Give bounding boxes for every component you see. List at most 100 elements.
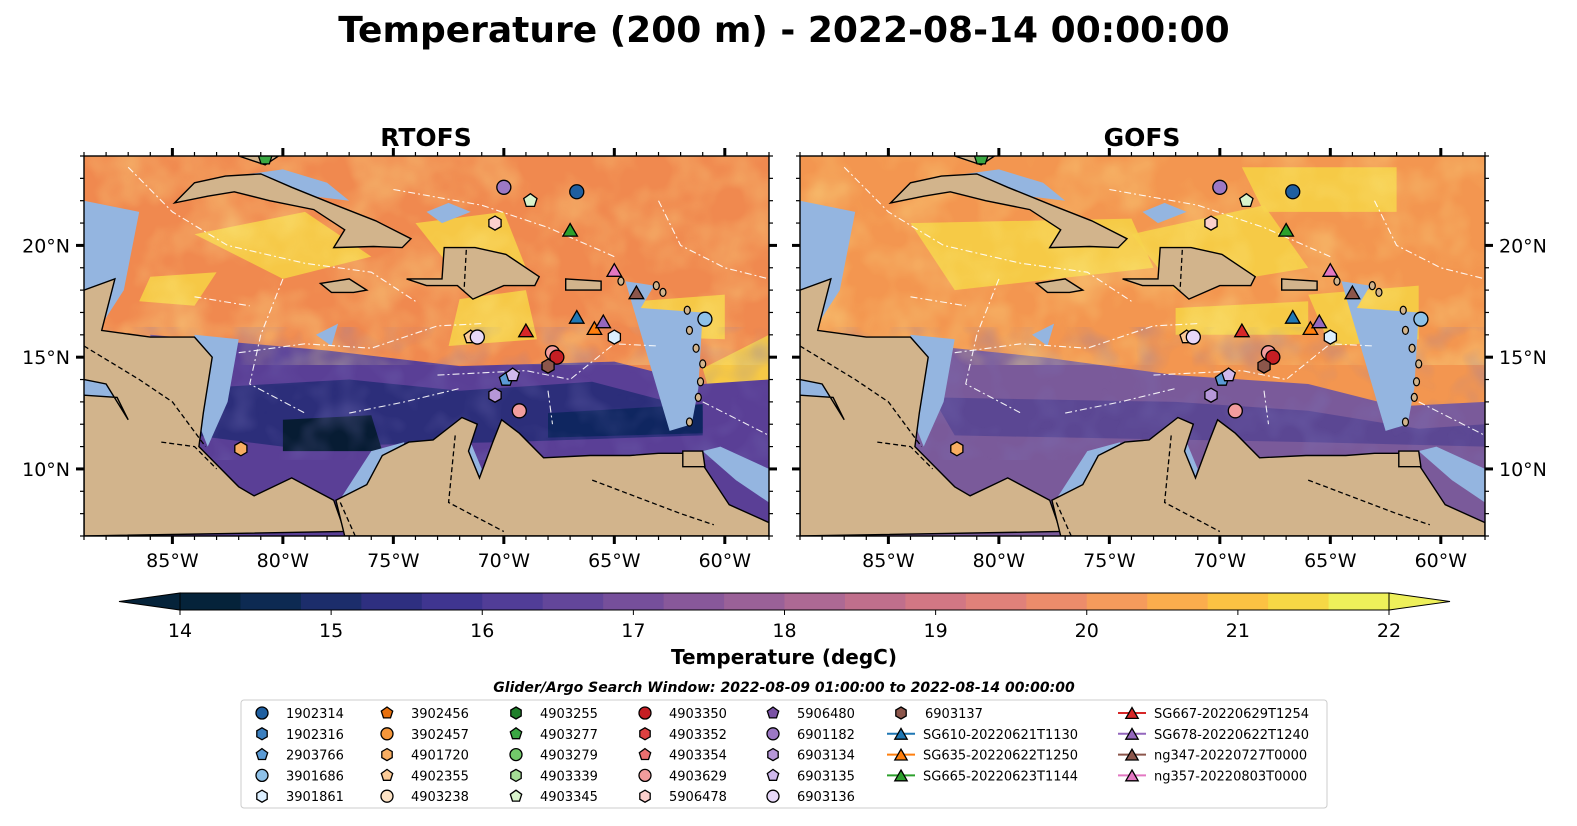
map-panel-gofs: 85°W 80°W 75°W 70°W 65°W 60°W 10°N 15°N 20°N bbox=[792, 148, 1547, 572]
legend-entry: 6901182 bbox=[766, 727, 855, 743]
legend-entry: SG635-20220622T1250 bbox=[887, 747, 1078, 764]
legend-label: 4903345 bbox=[540, 790, 598, 805]
eez-boundary bbox=[547, 390, 554, 425]
island-marker bbox=[659, 287, 667, 297]
eez-boundary bbox=[658, 200, 769, 280]
legend-label: SG678-20220622T1240 bbox=[1154, 728, 1309, 743]
legend-entry: 6903134 bbox=[767, 747, 855, 764]
legend-entry: 3902456 bbox=[380, 706, 469, 722]
legend-label: 4903277 bbox=[540, 728, 598, 743]
legend-label: SG635-20220622T1250 bbox=[923, 749, 1078, 764]
platform-marker-ng357-20220803T0000 bbox=[1321, 262, 1339, 277]
legend-label: 4903350 bbox=[669, 707, 727, 722]
legend-label: 4902355 bbox=[411, 769, 469, 784]
legend-label: 3902457 bbox=[411, 728, 469, 743]
colorbar-over-extension bbox=[1388, 592, 1451, 611]
legend-label: 6903136 bbox=[797, 790, 855, 805]
legend-label: 6903135 bbox=[797, 769, 855, 784]
colorbar-segment bbox=[482, 593, 544, 610]
legend-entry: 4903345 bbox=[509, 789, 598, 805]
map-frame bbox=[799, 155, 1486, 537]
island-marker bbox=[1401, 417, 1410, 427]
platform-marker-3901686 bbox=[1413, 311, 1429, 327]
legend-pentagon-icon bbox=[255, 747, 269, 761]
eez-boundary bbox=[1374, 200, 1485, 280]
legend-entry: 4903629 bbox=[638, 768, 727, 784]
x-tick-label: 80°W bbox=[257, 550, 310, 572]
colorbar-tick-label: 19 bbox=[924, 620, 948, 642]
legend-entry: SG665-20220623T1144 bbox=[887, 768, 1078, 784]
legend-hexagon-icon bbox=[895, 706, 907, 720]
y-tick-label: 20°N bbox=[1499, 235, 1547, 257]
legend-label: ng357-20220803T0000 bbox=[1154, 769, 1307, 784]
map-panel-rtofs: 85°W 80°W 75°W 70°W 65°W 60°W 10°N 15°N 20°N bbox=[22, 148, 777, 572]
legend-entry: 3901861 bbox=[256, 789, 344, 805]
country-border bbox=[800, 345, 923, 447]
figure-title: Temperature (200 m) - 2022-08-14 00:00:0… bbox=[338, 10, 1229, 51]
platform-marker-6903137 bbox=[541, 358, 555, 374]
legend-entry: 6903137 bbox=[895, 706, 983, 722]
legend-label: 5906478 bbox=[669, 790, 727, 805]
platform-marker-6901182 bbox=[496, 179, 512, 195]
colorbar-segment bbox=[1328, 593, 1390, 610]
colorbar-tick-label: 18 bbox=[772, 620, 796, 642]
x-tick-label: 60°W bbox=[699, 550, 752, 572]
land-cuba bbox=[172, 173, 413, 249]
legend-label: 1902314 bbox=[286, 707, 344, 722]
y-tick-label: 15°N bbox=[22, 347, 70, 369]
platform-marker-4903345 bbox=[522, 192, 538, 208]
legend-entry: 4901720 bbox=[381, 747, 469, 764]
x-tick-label: 60°W bbox=[1415, 550, 1468, 572]
eez-boundary bbox=[910, 296, 966, 307]
eez-boundary bbox=[1263, 390, 1270, 425]
legend-label: 4903339 bbox=[540, 769, 598, 784]
legend-hexagon-icon bbox=[510, 706, 522, 720]
platform-legend: 1902314 1902316 2903766 3901686 3901861 39024… bbox=[240, 699, 1328, 809]
panel-title-gofs: GOFS bbox=[1104, 123, 1181, 152]
legend-entry: 5906478 bbox=[639, 789, 727, 805]
eez-boundary bbox=[1418, 401, 1485, 436]
platform-marker-6901182 bbox=[1212, 179, 1228, 195]
platform-marker-3901861 bbox=[607, 329, 622, 345]
island-marker bbox=[699, 359, 707, 369]
colorbar-segment bbox=[1026, 593, 1088, 610]
legend-label: SG665-20220623T1144 bbox=[923, 769, 1078, 784]
country-border bbox=[1055, 502, 1072, 536]
land-cuba bbox=[888, 173, 1129, 249]
eez-boundary bbox=[249, 278, 306, 414]
legend-entry: 5906480 bbox=[766, 706, 855, 722]
legend-hexagon-icon bbox=[256, 789, 268, 803]
platform-marker-4903629 bbox=[511, 403, 527, 419]
colorbar-segment bbox=[180, 593, 241, 610]
x-tick-label: 65°W bbox=[1304, 550, 1357, 572]
country-border bbox=[339, 502, 356, 536]
platform-marker-1902314 bbox=[1285, 184, 1301, 200]
land-trinidad bbox=[682, 450, 706, 468]
platform-marker-ng347-20220727T0000 bbox=[627, 284, 645, 300]
platform-marker-SG667-20220629T1254 bbox=[1233, 322, 1251, 338]
platform-marker-ng347-20220727T0000 bbox=[1343, 284, 1361, 300]
legend-hexagon-icon bbox=[381, 747, 393, 762]
shelf-water bbox=[1032, 323, 1055, 346]
land-jamaica bbox=[318, 278, 369, 294]
colorbar-tick-label: 20 bbox=[1075, 620, 1099, 642]
legend-entry: SG667-20220629T1254 bbox=[1118, 706, 1309, 722]
legend-pentagon-icon bbox=[380, 768, 394, 781]
legend-pentagon-icon bbox=[509, 789, 523, 802]
colorbar-tick-label: 21 bbox=[1226, 620, 1250, 642]
platform-marker-4903277 bbox=[973, 156, 989, 165]
legend-label: 6901182 bbox=[797, 728, 855, 743]
legend-triangle-icon bbox=[893, 727, 909, 740]
island-marker bbox=[1401, 325, 1410, 335]
colorbar-segment bbox=[603, 593, 665, 610]
legend-entry: 4903352 bbox=[639, 727, 727, 743]
shelf-water bbox=[426, 202, 471, 224]
legend-frame bbox=[240, 699, 1328, 809]
platform-marker-1902314 bbox=[569, 184, 585, 200]
legend-triangle-icon bbox=[1124, 706, 1140, 720]
island-marker bbox=[1368, 281, 1376, 291]
shelf-water bbox=[1418, 446, 1485, 503]
colorbar-segment bbox=[724, 593, 785, 610]
country-border bbox=[161, 441, 218, 470]
legend-triangle-icon bbox=[1124, 768, 1140, 782]
